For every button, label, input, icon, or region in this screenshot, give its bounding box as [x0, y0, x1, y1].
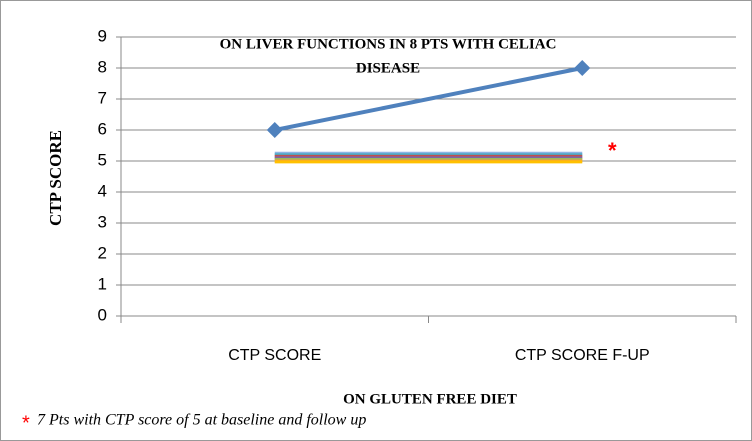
point-marker [574, 60, 591, 76]
marks [266, 60, 591, 164]
y-tick-label: 5 [98, 150, 107, 169]
y-tick-label: 8 [98, 57, 107, 76]
y-tick-label: 3 [98, 212, 107, 231]
series-line [274, 66, 583, 132]
annotation: * [608, 138, 617, 163]
x-axis-title: ON GLUTEN FREE DIET [343, 391, 517, 407]
y-tick-label: 1 [98, 274, 107, 293]
grid: 0 1 2 3 4 5 6 7 8 9 CTP SCORE CTP SCORE F-UP [98, 26, 737, 364]
y-tick-label: 2 [98, 243, 107, 262]
y-tick-label: 6 [98, 119, 107, 138]
footnote: 7 Pts with CTP score of 5 at baseline an… [37, 412, 366, 429]
point-marker [266, 122, 283, 138]
x-tick-label: CTP SCORE [228, 347, 321, 364]
y-tick-label: 0 [98, 305, 107, 324]
y-tick-label: 9 [98, 26, 107, 45]
chart-title: ON LIVER FUNCTIONS IN 8 PTS WITH CELIAC [220, 36, 557, 52]
x-tick-label: CTP SCORE F-UP [515, 347, 650, 364]
y-tick-label: 7 [98, 88, 107, 107]
y-tick-label: 4 [98, 181, 107, 200]
chart-title: DISEASE [356, 60, 420, 76]
footnote-marker: * [22, 412, 30, 434]
y-axis-title: CTP SCORE [46, 130, 65, 226]
